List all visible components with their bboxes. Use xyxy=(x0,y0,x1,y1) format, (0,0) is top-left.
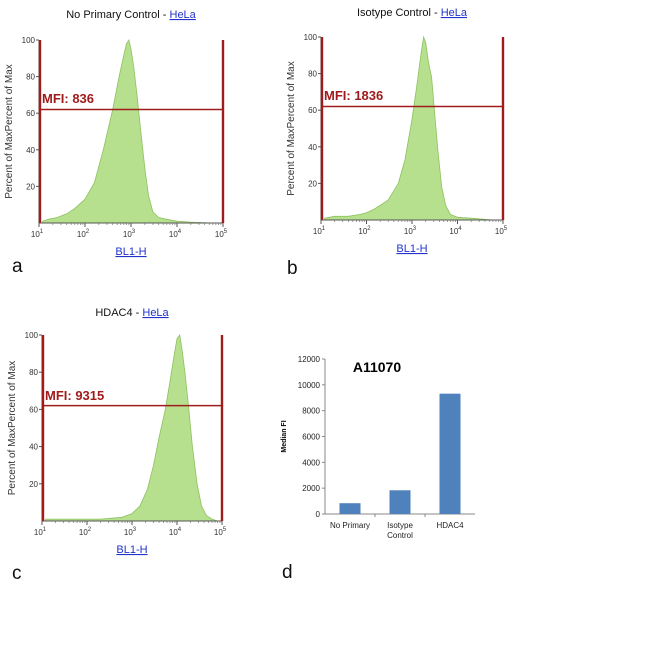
x-tick-label: 104 xyxy=(169,229,182,239)
bar-chart-panel-d: A11070 0 2000 4000 6000 8000 10000 12000 No Prim… xyxy=(281,355,475,583)
histogram-panel-c: HDAC4 - HeLa 20 40 60 80 100 101 102 103 104 105 MF… xyxy=(7,307,227,584)
panel-letter: a xyxy=(12,256,23,277)
y-tick-label: 20 xyxy=(26,182,35,191)
mfi-label: MFI: 836 xyxy=(42,91,94,106)
x-tick-label: 101 xyxy=(313,226,326,236)
bar-y-tick-label: 6000 xyxy=(302,433,320,442)
panel-title: No Primary Control - HeLa xyxy=(66,9,196,21)
x-tick-label: 105 xyxy=(215,229,228,239)
bar-y-tick-label: 12000 xyxy=(298,355,321,364)
y-tick-label: 40 xyxy=(29,443,38,452)
x-axis-label[interactable]: BL1-H xyxy=(116,544,147,556)
panel-letter: c xyxy=(12,563,22,584)
panel-title-prefix: No Primary Control - xyxy=(66,9,169,21)
panel-letter: d xyxy=(282,562,293,583)
panel-title-link[interactable]: HeLa xyxy=(170,9,197,21)
y-tick-label: 100 xyxy=(304,33,318,42)
y-tick-label: 60 xyxy=(26,109,35,118)
bar xyxy=(389,490,411,514)
mfi-label: MFI: 1836 xyxy=(324,88,383,103)
bar-y-axis-label: Median FI xyxy=(281,420,288,452)
panel-title-prefix: Isotype Control - xyxy=(357,7,441,19)
y-tick-label: 80 xyxy=(26,73,35,82)
y-axis-label: Percent of MaxPercent of Max xyxy=(4,64,15,199)
y-tick-label: 40 xyxy=(26,146,35,155)
bar-category-label: Control xyxy=(387,531,413,540)
histogram-panel-b: Isotype Control - HeLa 20 40 60 80 100 101 102 1… xyxy=(286,7,508,279)
histogram-panel-a: No Primary Control - HeLa 20 40 60 80 100 101 1… xyxy=(4,9,228,277)
panel-title-link[interactable]: HeLa xyxy=(441,7,468,19)
mfi-label: MFI: 9315 xyxy=(45,388,104,403)
x-tick-label: 102 xyxy=(358,226,371,236)
histogram-area xyxy=(45,333,218,522)
panel-title-prefix: HDAC4 - xyxy=(95,307,142,319)
x-tick-label: 105 xyxy=(495,226,508,236)
bar-chart-title: A11070 xyxy=(353,359,401,375)
y-tick-label: 80 xyxy=(308,70,317,79)
x-axis-label[interactable]: BL1-H xyxy=(396,243,427,255)
panel-title: Isotype Control - HeLa xyxy=(357,7,468,19)
y-tick-label: 100 xyxy=(22,36,36,45)
histogram-area xyxy=(42,38,213,224)
y-axis-label: Percent of MaxPercent of Max xyxy=(286,61,297,196)
bar xyxy=(439,393,461,514)
y-tick-label: 40 xyxy=(308,143,317,152)
bar-y-tick-label: 8000 xyxy=(302,407,320,416)
bar-category-label: HDAC4 xyxy=(436,521,464,530)
bar-category-label: Isotype xyxy=(387,521,413,530)
bar-y-tick-label: 10000 xyxy=(298,381,321,390)
y-tick-label: 20 xyxy=(29,480,38,489)
panel-title-link[interactable]: HeLa xyxy=(142,307,169,319)
panel-letter: b xyxy=(287,258,298,279)
y-axis-label: Percent of MaxPercent of Max xyxy=(7,361,18,496)
x-tick-label: 103 xyxy=(123,229,136,239)
x-tick-label: 104 xyxy=(169,527,182,537)
panel-title: HDAC4 - HeLa xyxy=(95,307,169,319)
x-tick-label: 101 xyxy=(31,229,44,239)
bar-category-label: No Primary xyxy=(330,521,370,530)
x-tick-label: 101 xyxy=(34,527,47,537)
y-tick-label: 20 xyxy=(308,179,317,188)
x-tick-label: 102 xyxy=(77,229,90,239)
bar-y-tick-label: 4000 xyxy=(302,458,320,467)
bar xyxy=(339,503,361,514)
x-tick-label: 103 xyxy=(404,226,417,236)
y-tick-label: 60 xyxy=(29,405,38,414)
x-axis-label[interactable]: BL1-H xyxy=(115,246,146,258)
x-tick-label: 103 xyxy=(124,527,137,537)
x-tick-label: 104 xyxy=(449,226,462,236)
x-tick-label: 105 xyxy=(214,527,227,537)
y-tick-label: 80 xyxy=(29,368,38,377)
bar-y-tick-label: 0 xyxy=(316,510,321,519)
y-tick-label: 100 xyxy=(25,331,39,340)
x-tick-label: 102 xyxy=(79,527,92,537)
y-tick-label: 60 xyxy=(308,106,317,115)
bar-y-tick-label: 2000 xyxy=(302,484,320,493)
histogram-area xyxy=(324,35,493,221)
